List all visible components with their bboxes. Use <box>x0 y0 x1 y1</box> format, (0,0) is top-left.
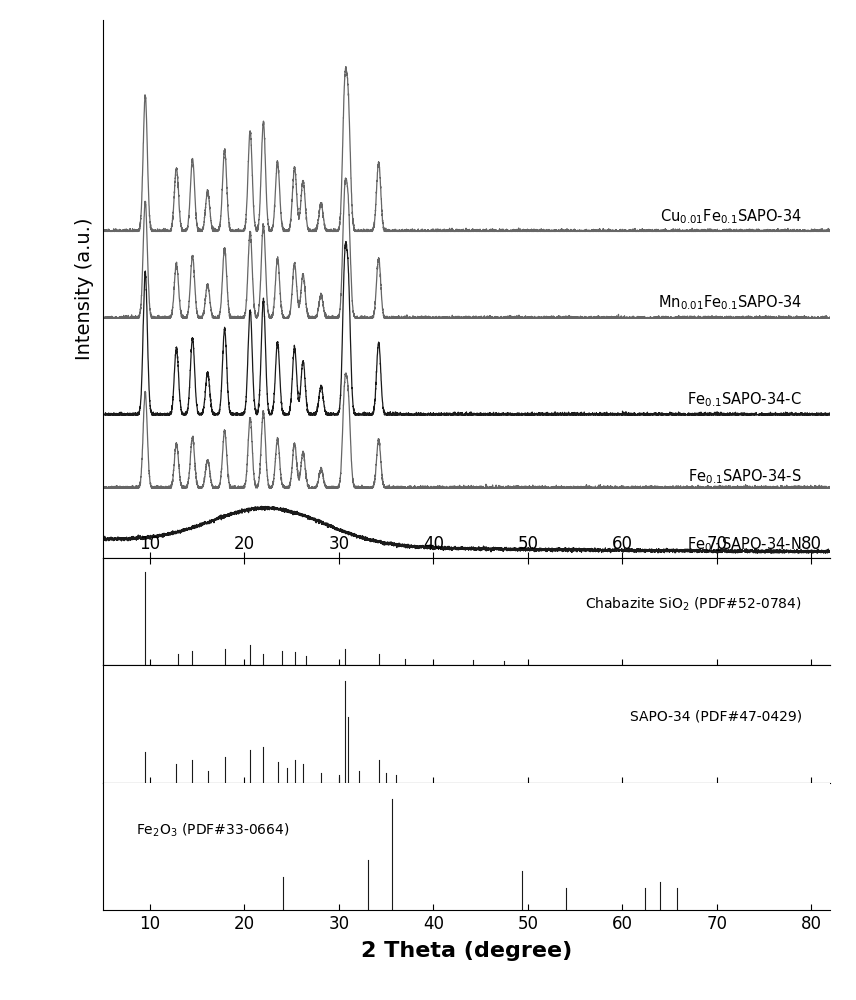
Text: Mn$_{0.01}$Fe$_{0.1}$SAPO-34: Mn$_{0.01}$Fe$_{0.1}$SAPO-34 <box>657 294 802 312</box>
Text: Fe$_{0.1}$SAPO-34-N: Fe$_{0.1}$SAPO-34-N <box>687 535 802 554</box>
Text: Cu$_{0.01}$Fe$_{0.1}$SAPO-34: Cu$_{0.01}$Fe$_{0.1}$SAPO-34 <box>660 207 802 226</box>
Text: Fe$_2$O$_3$ (PDF#33-0664): Fe$_2$O$_3$ (PDF#33-0664) <box>136 822 289 839</box>
X-axis label: 2 Theta (degree): 2 Theta (degree) <box>361 941 572 961</box>
Text: Fe$_{0.1}$SAPO-34-C: Fe$_{0.1}$SAPO-34-C <box>687 390 802 409</box>
Text: Chabazite SiO$_2$ (PDF#52-0784): Chabazite SiO$_2$ (PDF#52-0784) <box>586 596 802 613</box>
Text: SAPO-34 (PDF#47-0429): SAPO-34 (PDF#47-0429) <box>630 710 802 724</box>
Text: Fe$_{0.1}$SAPO-34-S: Fe$_{0.1}$SAPO-34-S <box>688 467 802 486</box>
Y-axis label: Intensity (a.u.): Intensity (a.u.) <box>75 218 94 360</box>
